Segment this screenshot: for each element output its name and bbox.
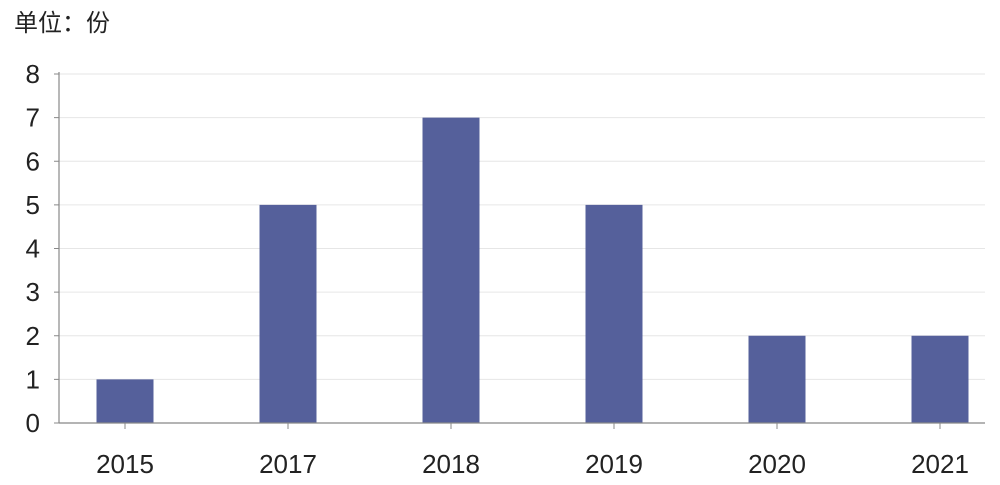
- y-tick-label: 0: [26, 408, 40, 438]
- x-tick-label: 2015: [96, 449, 154, 479]
- bar-2021: [911, 335, 969, 423]
- y-tick-label: 4: [26, 234, 40, 264]
- y-tick-label: 5: [26, 190, 40, 220]
- y-tick-label: 8: [26, 59, 40, 89]
- bar-2020: [748, 335, 806, 423]
- bar-2018: [422, 117, 480, 423]
- bar-2015: [96, 379, 154, 423]
- bar-2019: [585, 204, 643, 423]
- y-tick-label: 6: [26, 146, 40, 176]
- y-tick-label: 3: [26, 277, 40, 307]
- x-tick-label: 2021: [911, 449, 969, 479]
- x-tick-label: 2017: [259, 449, 317, 479]
- y-tick-label: 7: [26, 103, 40, 133]
- x-tick-label: 2020: [748, 449, 806, 479]
- y-tick-label: 2: [26, 321, 40, 351]
- unit-label: 单位：份: [14, 10, 110, 37]
- x-tick-label: 2019: [585, 449, 643, 479]
- bar-2017: [259, 204, 317, 423]
- x-tick-label: 2018: [422, 449, 480, 479]
- y-tick-label: 1: [26, 364, 40, 394]
